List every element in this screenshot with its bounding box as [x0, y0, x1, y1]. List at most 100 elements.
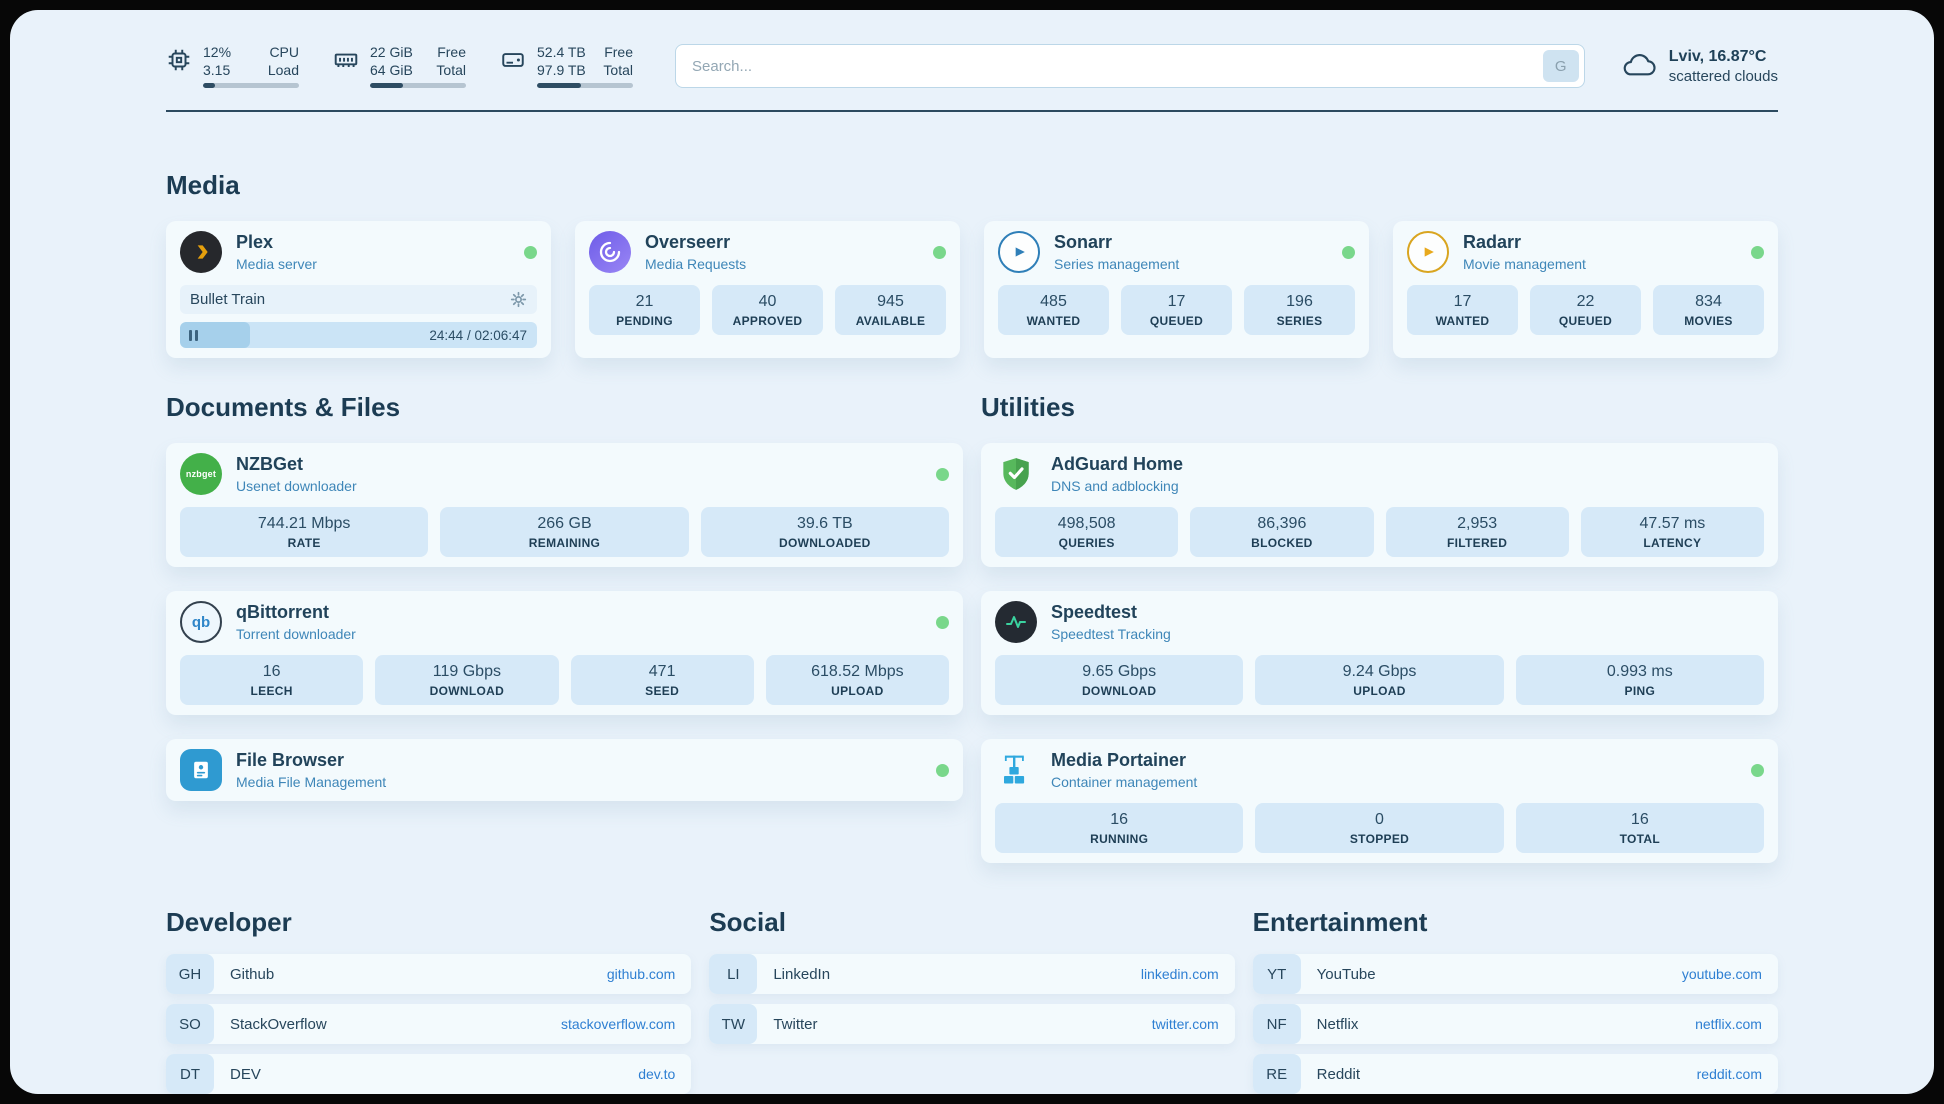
- stat-value: 39.6 TB: [796, 515, 853, 532]
- service-card-plex[interactable]: Plex Media server Bullet Train: [166, 221, 551, 358]
- service-card-sonarr[interactable]: Sonarr Series management 485 WANTED 17 Q…: [984, 221, 1369, 358]
- memory-progress-bar: [370, 83, 466, 88]
- weather-condition: scattered clouds: [1668, 67, 1778, 85]
- stat-value: 9.24 Gbps: [1342, 663, 1417, 680]
- stat-box: 618.52 Mbps UPLOAD: [765, 655, 949, 705]
- bookmark-abbr: TW: [709, 1004, 758, 1044]
- bookmark-netflix[interactable]: NF Netflix netflix.com: [1252, 1004, 1778, 1044]
- service-info: NZBGet Usenet downloader: [236, 454, 357, 495]
- bookmark-github[interactable]: GH Github github.com: [166, 954, 692, 994]
- cpu-stat-body: 12% CPU 3.15 Load: [203, 44, 299, 88]
- stat-value: 266 GB: [537, 515, 592, 532]
- player-settings-gear-icon[interactable]: [510, 291, 527, 308]
- stat-label: REMAINING: [528, 536, 601, 550]
- service-info: qBittorrent Torrent downloader: [236, 602, 356, 643]
- service-description: Media File Management: [236, 774, 387, 791]
- cpu-progress-fill: [203, 83, 215, 88]
- bookmark-abbr: LI: [709, 954, 758, 994]
- stat-row: 485 WANTED 17 QUEUED 196 SERIES: [998, 285, 1355, 335]
- portainer-icon: [995, 749, 1037, 791]
- service-card-overseerr[interactable]: Overseerr Media Requests 21 PENDING 40 A…: [575, 221, 960, 358]
- memory-total-label: Total: [436, 62, 466, 78]
- stat-value: 86,396: [1257, 515, 1307, 532]
- stat-row: 17 WANTED 22 QUEUED 834 MOVIES: [1407, 285, 1764, 335]
- stat-value: 471: [648, 663, 676, 680]
- service-card-nzbget[interactable]: nzbget NZBGet Usenet downloader 744.21 M…: [166, 443, 963, 567]
- bookmark-url: stackoverflow.com: [560, 1016, 676, 1032]
- media-card-grid: Plex Media server Bullet Train: [166, 221, 1778, 358]
- service-name: Plex: [236, 231, 274, 252]
- status-dot: [936, 615, 949, 629]
- stat-label: AVAILABLE: [855, 314, 926, 328]
- bookmark-abbr: DT: [166, 1054, 214, 1094]
- disk-stat-body: 52.4 TB Free 97.9 TB Total: [537, 44, 633, 88]
- stat-label: UPLOAD: [831, 684, 884, 698]
- bookmark-twitter[interactable]: TW Twitter twitter.com: [709, 1004, 1235, 1044]
- stat-label: DOWNLOAD: [429, 684, 505, 698]
- memory-stat-body: 22 GiB Free 64 GiB Total: [370, 44, 466, 88]
- stat-box: 266 GB REMAINING: [440, 507, 689, 557]
- service-description: Movie management: [1463, 256, 1586, 273]
- bookmark-stackoverflow[interactable]: SO StackOverflow stackoverflow.com: [166, 1004, 692, 1044]
- stat-label: DOWNLOAD: [1081, 684, 1157, 698]
- stat-value: 618.52 Mbps: [811, 663, 904, 680]
- bookmark-url: netflix.com: [1695, 1016, 1762, 1032]
- service-info: Sonarr Series management: [1054, 232, 1179, 273]
- service-info: Overseerr Media Requests: [645, 232, 746, 273]
- stat-value: 17: [1453, 293, 1472, 310]
- service-card-qbittorrent[interactable]: qb qBittorrent Torrent downloader 16 LEE…: [166, 591, 963, 715]
- bookmark-linkedin[interactable]: LI LinkedIn linkedin.com: [709, 954, 1235, 994]
- playback-time: 24:44 / 02:06:47: [429, 327, 527, 343]
- service-description: Container management: [1051, 774, 1198, 791]
- bookmark-name: Reddit: [1316, 1065, 1361, 1083]
- media-section-title: Media: [166, 170, 240, 200]
- bookmark-dev[interactable]: DT DEV dev.to: [166, 1054, 692, 1094]
- stat-label: PENDING: [616, 314, 673, 328]
- bookmark-url: github.com: [606, 966, 676, 982]
- bookmark-reddit[interactable]: RE Reddit reddit.com: [1252, 1054, 1778, 1094]
- card-header: nzbget NZBGet Usenet downloader: [180, 453, 949, 495]
- playback-progress-bar[interactable]: 24:44 / 02:06:47: [180, 322, 537, 348]
- bookmark-url: linkedin.com: [1140, 966, 1219, 982]
- card-header: File Browser Media File Management: [180, 749, 949, 791]
- stat-value: 40: [758, 293, 777, 310]
- now-playing-title: Bullet Train: [190, 291, 266, 308]
- stat-box: 39.6 TB DOWNLOADED: [700, 507, 949, 557]
- disk-free-label: Free: [604, 44, 633, 60]
- stat-row: 9.65 Gbps DOWNLOAD 9.24 Gbps UPLOAD 0.99…: [995, 655, 1764, 705]
- service-card-adguard-home[interactable]: AdGuard Home DNS and adblocking 498,508 …: [981, 443, 1778, 567]
- section-media: Media Plex Media server: [166, 170, 1778, 358]
- cpu-progress-bar: [203, 83, 299, 88]
- bookmark-url: twitter.com: [1151, 1016, 1219, 1032]
- stat-value: 0: [1375, 811, 1384, 828]
- bookmark-name: YouTube: [1316, 965, 1376, 983]
- bookmark-abbr: RE: [1252, 1054, 1301, 1094]
- search-engine-button[interactable]: G: [1542, 50, 1579, 82]
- service-info: File Browser Media File Management: [236, 750, 386, 791]
- section-utilities: Utilities AdGuard Home: [981, 392, 1778, 863]
- service-card-speedtest[interactable]: Speedtest Speedtest Tracking 9.65 Gbps D…: [981, 591, 1778, 715]
- memory-icon: [334, 53, 358, 68]
- stat-row: 21 PENDING 40 APPROVED 945 AVAILABLE: [589, 285, 946, 335]
- service-card-portainer[interactable]: Media Portainer Container management 16 …: [981, 739, 1778, 863]
- disk-total-value: 97.9 TB: [537, 62, 586, 78]
- weather-widget: Lviv, 16.87°C scattered clouds: [1619, 48, 1778, 85]
- service-name: File Browser: [236, 749, 345, 770]
- search-input[interactable]: [675, 44, 1585, 88]
- service-card-radarr[interactable]: Radarr Movie management 17 WANTED 22 QUE…: [1393, 221, 1778, 358]
- stat-value: 834: [1695, 293, 1722, 310]
- bookmark-youtube[interactable]: YT YouTube youtube.com: [1252, 954, 1778, 994]
- disk-stat: 52.4 TB Free 97.9 TB Total: [500, 44, 633, 88]
- pause-icon[interactable]: [189, 329, 198, 341]
- stat-value: 0.993 ms: [1606, 663, 1673, 680]
- filebrowser-icon: [180, 749, 222, 791]
- stat-label: RUNNING: [1090, 832, 1149, 846]
- stat-value: 196: [1286, 293, 1313, 310]
- stat-value: 22: [1576, 293, 1595, 310]
- service-card-filebrowser[interactable]: File Browser Media File Management: [166, 739, 963, 801]
- stat-label: UPLOAD: [1353, 684, 1406, 698]
- documents-section-title: Documents & Files: [166, 392, 401, 422]
- card-header: Speedtest Speedtest Tracking: [995, 601, 1764, 643]
- card-header: Plex Media server: [180, 231, 537, 273]
- bookmark-name: Netflix: [1316, 1015, 1359, 1033]
